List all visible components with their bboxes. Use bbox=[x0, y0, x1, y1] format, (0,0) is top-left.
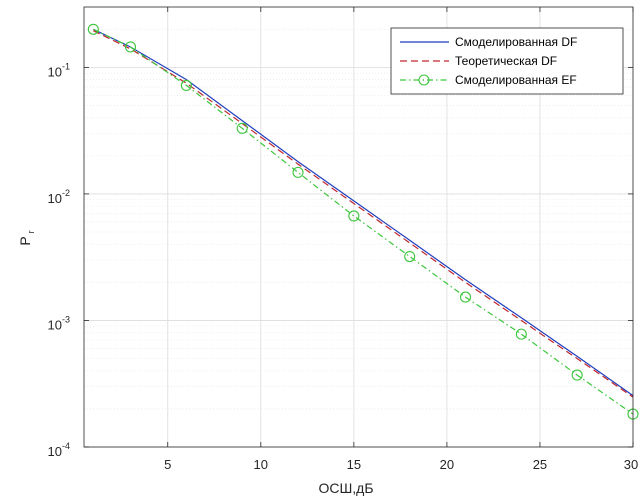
y-tick-label: 10-3 bbox=[48, 314, 70, 332]
data-point-marker bbox=[348, 210, 360, 222]
legend-label: Теоретическая DF bbox=[455, 54, 557, 68]
y-tick-labels: 10-410-310-210-1 bbox=[48, 61, 70, 459]
axis-ticks bbox=[84, 7, 634, 448]
y-tick-label: 10-4 bbox=[48, 441, 70, 459]
series-layer bbox=[87, 23, 639, 420]
x-tick-label: 10 bbox=[254, 457, 268, 472]
y-tick-exponent: -2 bbox=[62, 188, 70, 198]
x-tick-label: 30 bbox=[624, 457, 638, 472]
data-point-marker bbox=[87, 23, 99, 35]
data-point-marker bbox=[571, 369, 583, 381]
y-tick-label: 10-1 bbox=[48, 61, 70, 79]
legend-box bbox=[390, 27, 624, 95]
data-point-marker bbox=[180, 79, 192, 91]
legend-label: Смоделированная DF bbox=[455, 35, 577, 49]
x-axis-label: ОСШ,дБ bbox=[318, 480, 373, 496]
x-tick-label: 15 bbox=[347, 457, 361, 472]
legend-marker bbox=[418, 74, 430, 86]
y-axis-label-main: P bbox=[17, 236, 33, 245]
y-tick-exponent: -1 bbox=[62, 61, 70, 71]
y-tick-exponent: -4 bbox=[62, 441, 70, 451]
x-tick-label: 5 bbox=[164, 457, 171, 472]
x-tick-label: 20 bbox=[440, 457, 454, 472]
data-point-marker bbox=[459, 291, 472, 303]
y-tick-label: 10-2 bbox=[48, 188, 70, 206]
data-point-marker bbox=[292, 166, 304, 178]
data-point-marker bbox=[124, 41, 137, 53]
data-point-marker bbox=[236, 122, 248, 134]
legend-label: Смоделированная EF bbox=[455, 73, 577, 87]
x-tick-labels: 5 10 15 20 25 30 bbox=[164, 457, 638, 472]
y-tick-exponent: -3 bbox=[62, 314, 70, 324]
legend: Смоделированная DF Теоретическая DF Смодел… bbox=[390, 27, 624, 95]
y-axis-label: Pr bbox=[17, 230, 36, 245]
y-tick-base: 10 bbox=[48, 191, 62, 206]
plot-frame bbox=[83, 6, 634, 448]
y-tick-base: 10 bbox=[48, 317, 62, 332]
y-tick-base: 10 bbox=[48, 444, 62, 459]
x-tick-label: 25 bbox=[533, 457, 547, 472]
data-point-marker bbox=[515, 328, 527, 340]
series-line-2 bbox=[93, 30, 634, 398]
series-line-1 bbox=[93, 28, 634, 397]
data-point-marker bbox=[404, 250, 416, 263]
y-axis-label-subscript: r bbox=[26, 230, 36, 233]
y-tick-base: 10 bbox=[48, 64, 62, 79]
series-line-3 bbox=[93, 28, 634, 415]
